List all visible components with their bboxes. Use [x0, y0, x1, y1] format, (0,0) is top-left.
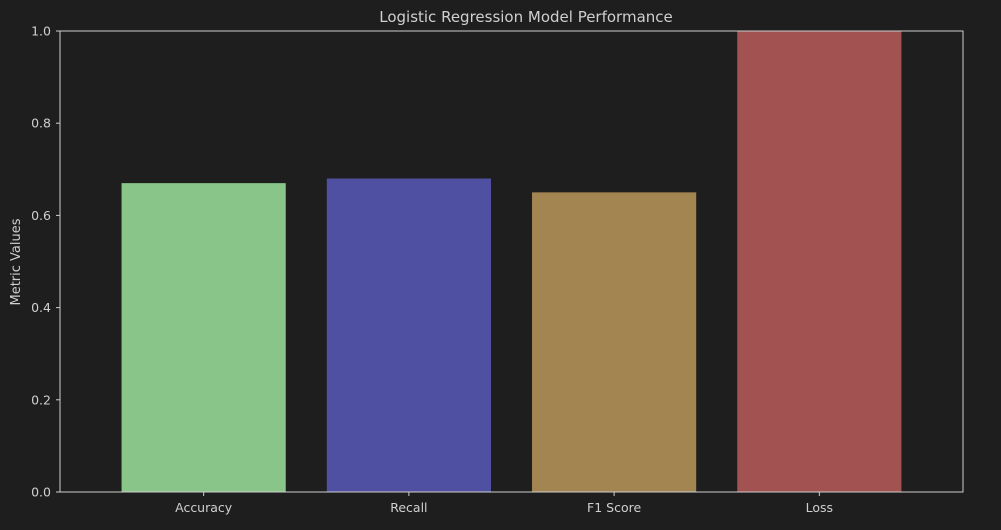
- y-tick-label: 1.0: [31, 24, 51, 39]
- x-tick-label: F1 Score: [587, 500, 641, 515]
- y-axis-label: Metric Values: [9, 218, 24, 305]
- x-tick-label: Recall: [390, 500, 427, 515]
- plot-area: Accuracy Recall F1 Score Loss 0.0 0.2 0.4 0.6 0.…: [31, 24, 964, 515]
- x-tick-label: Loss: [806, 500, 833, 515]
- y-tick-label: 0.2: [31, 392, 51, 407]
- plot-frame: [59, 30, 964, 493]
- x-tick-label: Accuracy: [175, 500, 233, 515]
- bar-accuracy: [121, 183, 286, 492]
- y-tick-label: 0.8: [31, 116, 51, 131]
- bar-recall: [326, 178, 491, 492]
- y-tick-label: 0.6: [31, 208, 51, 223]
- chart-title: Logistic Regression Model Performance: [379, 8, 673, 26]
- y-tick-label: 0.4: [31, 300, 51, 315]
- y-tick-label: 0.0: [31, 485, 51, 500]
- bar-f1-score: [532, 192, 697, 492]
- bar-loss: [737, 31, 902, 492]
